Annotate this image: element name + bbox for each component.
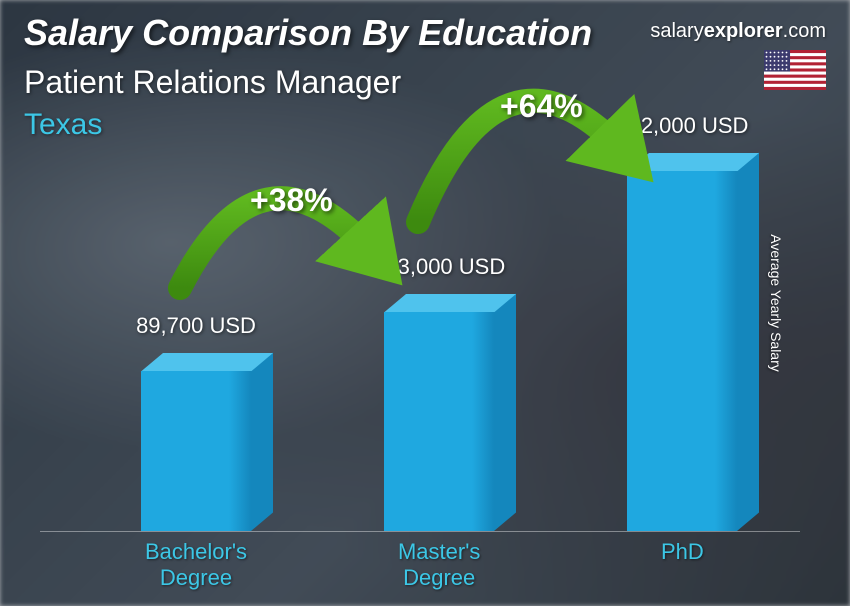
arrows-layer	[0, 0, 850, 606]
content: Salary Comparison By Education Patient R…	[0, 0, 850, 606]
growth-label: +38%	[250, 182, 333, 219]
growth-label: +64%	[500, 88, 583, 125]
